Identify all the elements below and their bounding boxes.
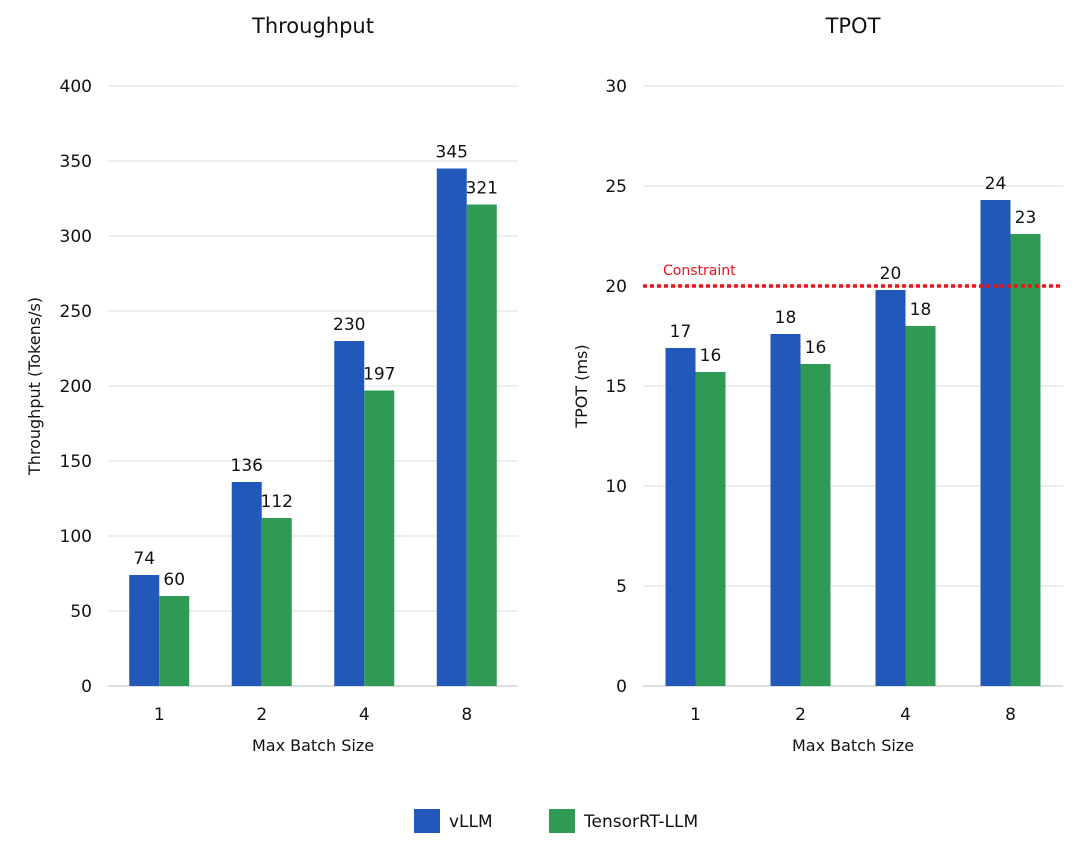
legend: vLLM TensorRT-LLM (414, 809, 698, 833)
data-label-vllm-2: 136 (231, 456, 263, 476)
x-tick-label: 1 (690, 705, 701, 725)
legend-swatch-vllm (414, 809, 440, 833)
data-label-vllm-2: 18 (775, 308, 797, 328)
bar-vllm-2 (770, 334, 801, 686)
x-tick-label: 8 (1005, 705, 1016, 725)
bar-tensorrt-4 (905, 326, 936, 686)
x-tick-label: 1 (154, 705, 165, 725)
y-tick-label: 0 (616, 677, 627, 697)
constraint-label: Constraint (663, 263, 736, 279)
data-label-tensorrt-2: 16 (805, 338, 827, 358)
bar-vllm-8 (980, 200, 1011, 686)
bar-vllm-1 (129, 575, 160, 686)
x-axis-label: Max Batch Size (252, 736, 374, 755)
x-tick-label: 4 (359, 705, 370, 725)
data-label-tensorrt-8: 23 (1015, 208, 1037, 228)
y-tick-label: 10 (605, 477, 627, 497)
data-label-tensorrt-2: 112 (261, 492, 293, 512)
legend-label-tensorrt: TensorRT-LLM (583, 812, 698, 832)
chart-panel-2: 0 5 10 15 20 25 30 TPOT TPOT (ms) Max Batch Size 1… (572, 14, 1063, 755)
y-tick-label: 20 (605, 277, 627, 297)
chart-title: TPOT (825, 14, 881, 38)
legend-label-vllm: vLLM (449, 812, 493, 832)
bar-vllm-4 (875, 290, 906, 686)
bar-tensorrt-2 (261, 518, 292, 686)
bar-tensorrt-8 (466, 204, 497, 686)
data-label-vllm-1: 17 (670, 322, 692, 342)
bar-tensorrt-2 (800, 364, 831, 686)
y-axis-label: Throughput (Tokens/s) (25, 297, 44, 476)
data-label-tensorrt-8: 321 (466, 179, 498, 199)
x-tick-label: 4 (900, 705, 911, 725)
data-label-tensorrt-1: 60 (163, 570, 185, 590)
data-label-tensorrt-4: 18 (910, 300, 932, 320)
y-tick-label: 200 (60, 377, 92, 397)
y-axis-label: TPOT (ms) (572, 344, 591, 428)
y-tick-label: 350 (60, 152, 92, 172)
x-axis-label: Max Batch Size (792, 736, 914, 755)
chart-title: Throughput (251, 14, 374, 38)
bar-vllm-2 (231, 482, 262, 686)
x-tick-label: 2 (256, 705, 267, 725)
y-tick-label: 150 (60, 452, 92, 472)
y-tick-label: 100 (60, 527, 92, 547)
x-tick-label: 8 (461, 705, 472, 725)
data-label-vllm-1: 74 (133, 549, 155, 569)
y-tick-label: 15 (605, 377, 627, 397)
data-label-tensorrt-1: 16 (700, 346, 722, 366)
bar-tensorrt-1 (159, 596, 190, 686)
legend-swatch-tensorrt (549, 809, 575, 833)
y-tick-label: 50 (70, 602, 92, 622)
x-tick-label: 2 (795, 705, 806, 725)
y-tick-label: 400 (60, 77, 92, 97)
bar-tensorrt-4 (364, 390, 395, 686)
data-label-tensorrt-4: 197 (363, 365, 395, 385)
bar-vllm-8 (436, 168, 467, 686)
bar-vllm-4 (334, 341, 365, 686)
y-tick-label: 250 (60, 302, 92, 322)
bar-tensorrt-1 (695, 372, 726, 686)
y-tick-label: 0 (81, 677, 92, 697)
data-label-vllm-8: 24 (985, 174, 1007, 194)
data-label-vllm-4: 230 (333, 315, 365, 335)
bar-vllm-1 (665, 348, 696, 686)
y-tick-label: 25 (605, 177, 627, 197)
y-tick-label: 5 (616, 577, 627, 597)
chart-panel-1: 0 50 100 150 200 250 300 350 400 Throughput Throug… (25, 14, 518, 755)
y-tick-label: 30 (605, 77, 627, 97)
data-label-vllm-8: 345 (436, 143, 468, 163)
data-label-vllm-4: 20 (880, 264, 902, 284)
y-tick-label: 300 (60, 227, 92, 247)
bar-tensorrt-8 (1010, 234, 1041, 686)
